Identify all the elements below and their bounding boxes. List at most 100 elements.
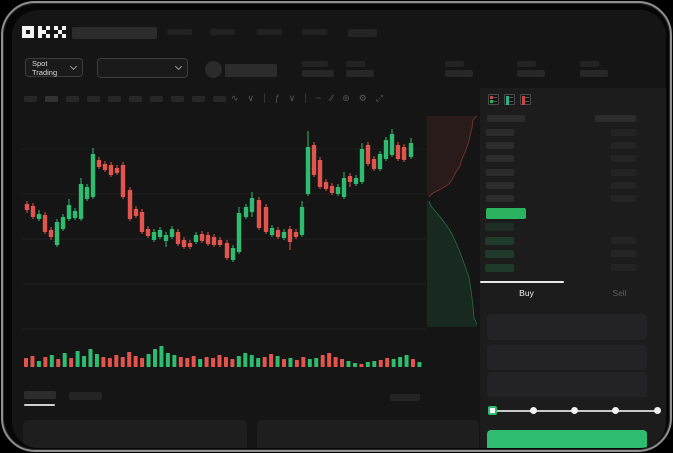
chevron-down-icon[interactable]: ∨ xyxy=(288,93,296,103)
nav-right-skeleton[interactable] xyxy=(348,29,377,37)
slider-stop[interactable] xyxy=(653,407,661,414)
timeframe-slot-skeleton[interactable] xyxy=(66,96,79,102)
volume-bar xyxy=(153,349,157,367)
candlestick xyxy=(199,234,205,241)
stat-value-skeleton xyxy=(302,70,334,77)
candlestick xyxy=(163,235,169,241)
slider-stop[interactable] xyxy=(571,407,578,414)
stat-label-skeleton xyxy=(580,61,599,67)
slider-handle[interactable] xyxy=(487,406,497,415)
timeframe-slot-skeleton[interactable] xyxy=(213,96,226,102)
pair-dropdown[interactable] xyxy=(97,58,188,78)
buy-submit-button[interactable] xyxy=(487,430,647,448)
settings-icon[interactable]: ⚙ xyxy=(358,93,367,103)
timeframe-slot-skeleton[interactable] xyxy=(129,96,142,102)
market-type-dropdown[interactable]: Spot Trading xyxy=(25,58,83,77)
volume-bar xyxy=(243,353,248,367)
nav-item-skeleton[interactable] xyxy=(257,29,282,35)
slider-stop[interactable] xyxy=(612,407,620,414)
nav-search-skeleton[interactable] xyxy=(72,27,157,39)
candlestick xyxy=(243,207,249,217)
depth-bids-line xyxy=(428,200,478,325)
candlestick xyxy=(151,232,157,240)
ask-price-skeleton xyxy=(486,182,514,189)
candlestick xyxy=(96,160,102,167)
candlestick xyxy=(133,209,139,216)
fullscreen-icon[interactable]: ⤢ xyxy=(375,93,384,103)
coin-avatar xyxy=(205,61,222,78)
bid-price-skeleton xyxy=(485,223,514,231)
volume-bar xyxy=(365,362,370,367)
volume-bar xyxy=(411,359,415,367)
chevron-down-icon[interactable]: ∨ xyxy=(247,93,255,103)
timeframe-slot-skeleton[interactable] xyxy=(24,96,37,102)
timeframe-slot-skeleton[interactable] xyxy=(150,96,163,102)
volume-bar xyxy=(88,349,93,367)
bid-price-skeleton xyxy=(485,237,514,245)
candlestick xyxy=(395,145,401,159)
candlestick xyxy=(329,186,335,193)
line-tool-icon[interactable]: ~ xyxy=(315,93,322,103)
candlestick xyxy=(42,215,48,232)
camera-icon[interactable]: ⊚ xyxy=(342,93,350,103)
chevron-down-icon xyxy=(174,62,183,71)
timeframe-slot-skeleton[interactable] xyxy=(171,96,184,102)
candlestick-chart[interactable] xyxy=(22,114,426,338)
slider-stop[interactable] xyxy=(529,407,537,414)
bottom-tab-active-skeleton[interactable] xyxy=(24,391,56,399)
ask-amount-skeleton xyxy=(611,129,636,136)
volume-bar xyxy=(236,356,241,367)
volume-bar xyxy=(288,358,293,367)
bottom-right-skeleton[interactable] xyxy=(390,394,420,401)
volume-bar xyxy=(165,353,170,367)
orderbook-header-price-skeleton xyxy=(487,115,525,122)
candlestick xyxy=(287,229,293,242)
volume-bar xyxy=(340,359,345,367)
candlestick xyxy=(236,213,242,252)
candlestick xyxy=(408,143,414,157)
market-type-label: Spot Trading xyxy=(32,58,58,77)
candlestick xyxy=(187,243,193,247)
orderbook-view-both-icon[interactable] xyxy=(488,94,499,105)
indicators-icon[interactable]: ƒ xyxy=(274,93,280,103)
timeframe-slot-skeleton[interactable] xyxy=(108,96,121,102)
draw-tool-icon[interactable]: ∕∕ xyxy=(330,93,334,103)
volume-bar xyxy=(36,361,41,367)
candlestick xyxy=(263,207,269,232)
candle-type-icon[interactable]: ∿ xyxy=(231,93,239,103)
price-field-skeleton[interactable] xyxy=(487,314,647,340)
volume-bar xyxy=(359,364,364,367)
volume-bar xyxy=(352,363,357,367)
okx-logo[interactable] xyxy=(22,26,68,39)
timeframe-slot-skeleton[interactable] xyxy=(192,96,205,102)
volume-bar xyxy=(82,356,87,367)
volume-bar xyxy=(282,359,286,367)
timeframe-slot-skeleton[interactable] xyxy=(87,96,100,102)
orderbook-view-bids-icon[interactable] xyxy=(504,94,515,105)
orderbook-view-asks-icon[interactable] xyxy=(520,94,531,105)
bottom-tab-skeleton[interactable] xyxy=(69,392,102,400)
candlestick xyxy=(383,140,389,159)
candlestick xyxy=(275,230,281,237)
buy-tab-indicator xyxy=(480,281,564,283)
volume-bar xyxy=(333,357,338,367)
candlestick xyxy=(335,187,341,194)
nav-item-skeleton[interactable] xyxy=(210,29,235,35)
total-field-skeleton[interactable] xyxy=(487,372,647,397)
stat-value-skeleton xyxy=(445,70,473,77)
nav-item-skeleton[interactable] xyxy=(167,29,192,35)
volume-bar xyxy=(217,355,222,367)
candlestick xyxy=(211,237,217,245)
tab-sell[interactable]: Sell xyxy=(612,288,627,298)
stat-label-skeleton xyxy=(445,61,464,67)
candlestick xyxy=(84,187,90,199)
nav-item-skeleton[interactable] xyxy=(302,29,327,35)
timeframe-slot-skeleton[interactable] xyxy=(45,96,58,102)
candlestick xyxy=(48,230,54,237)
pair-name-skeleton xyxy=(225,64,277,77)
last-price-bar[interactable] xyxy=(486,208,526,219)
volume-bar xyxy=(211,358,216,367)
amount-field-skeleton[interactable] xyxy=(487,345,647,370)
tab-buy[interactable]: Buy xyxy=(519,288,534,298)
